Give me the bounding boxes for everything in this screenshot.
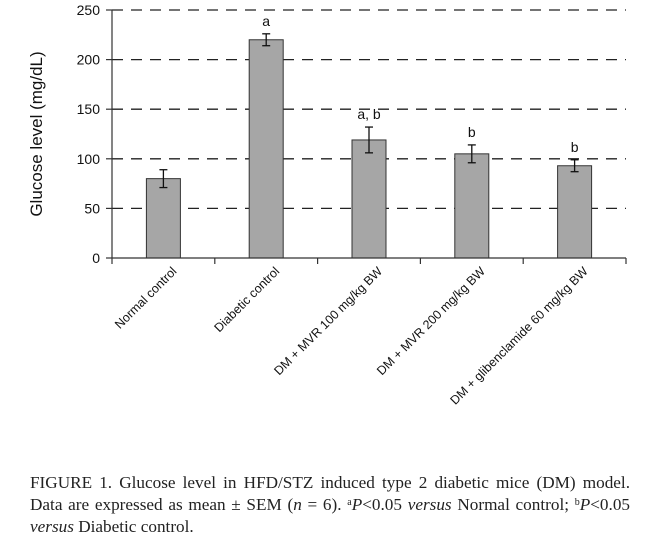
significance-label: b xyxy=(468,124,476,140)
caption-after-b: Diabetic control. xyxy=(73,517,194,536)
significance-label: b xyxy=(571,139,579,155)
bar xyxy=(351,139,387,259)
y-tick-label: 50 xyxy=(84,200,100,216)
bar xyxy=(248,39,284,259)
caption-p-a: P xyxy=(351,495,363,514)
bar-chart: a a, b b b 0 50 100 150 200 250 Normal control Di… xyxy=(27,2,627,407)
error-bars xyxy=(159,33,579,189)
caption-superscript-a: a xyxy=(347,497,352,508)
caption-after-a: Normal control; xyxy=(451,495,575,514)
axes xyxy=(111,10,626,259)
x-ticks xyxy=(111,258,627,264)
figure-caption: FIGURE 1. Glucose level in HFD/STZ induc… xyxy=(30,472,630,538)
y-tick-label: 250 xyxy=(77,2,101,18)
y-tick-label: 150 xyxy=(77,101,101,117)
y-tick-label: 200 xyxy=(77,52,101,68)
caption-prefix: FIGURE 1. Glucose level in HFD/STZ induc… xyxy=(30,473,630,514)
x-tick-label: Normal control xyxy=(112,264,179,331)
y-tick-label: 100 xyxy=(77,151,101,167)
significance-label: a xyxy=(262,13,270,29)
y-axis-label: Glucose level (mg/dL) xyxy=(27,51,46,216)
caption-superscript-b: b xyxy=(574,497,580,508)
caption-n-variable: n xyxy=(293,495,302,514)
bar xyxy=(557,165,593,259)
caption-versus-1: versus xyxy=(407,495,452,514)
caption-versus-2: versus xyxy=(30,517,74,536)
x-tick-label: Diabetic control xyxy=(212,264,283,335)
caption-text-b: <0.05 xyxy=(590,495,631,514)
bar xyxy=(454,153,490,259)
gridlines xyxy=(112,9,626,210)
caption-n-value: = 6). xyxy=(301,495,348,514)
x-tick-label: DM + MVR 200 mg/kg BW xyxy=(374,264,488,378)
x-tick-label: DM + MVR 100 mg/kg BW xyxy=(271,264,385,378)
bar xyxy=(145,178,181,259)
y-tick-label: 0 xyxy=(92,250,100,266)
significance-label: a, b xyxy=(357,106,381,122)
bars xyxy=(145,39,593,259)
caption-p-b: P xyxy=(579,495,591,514)
caption-text-a: <0.05 xyxy=(362,495,408,514)
y-ticks: 0 50 100 150 200 250 xyxy=(77,2,112,266)
significance-labels: a a, b b b xyxy=(262,13,578,155)
